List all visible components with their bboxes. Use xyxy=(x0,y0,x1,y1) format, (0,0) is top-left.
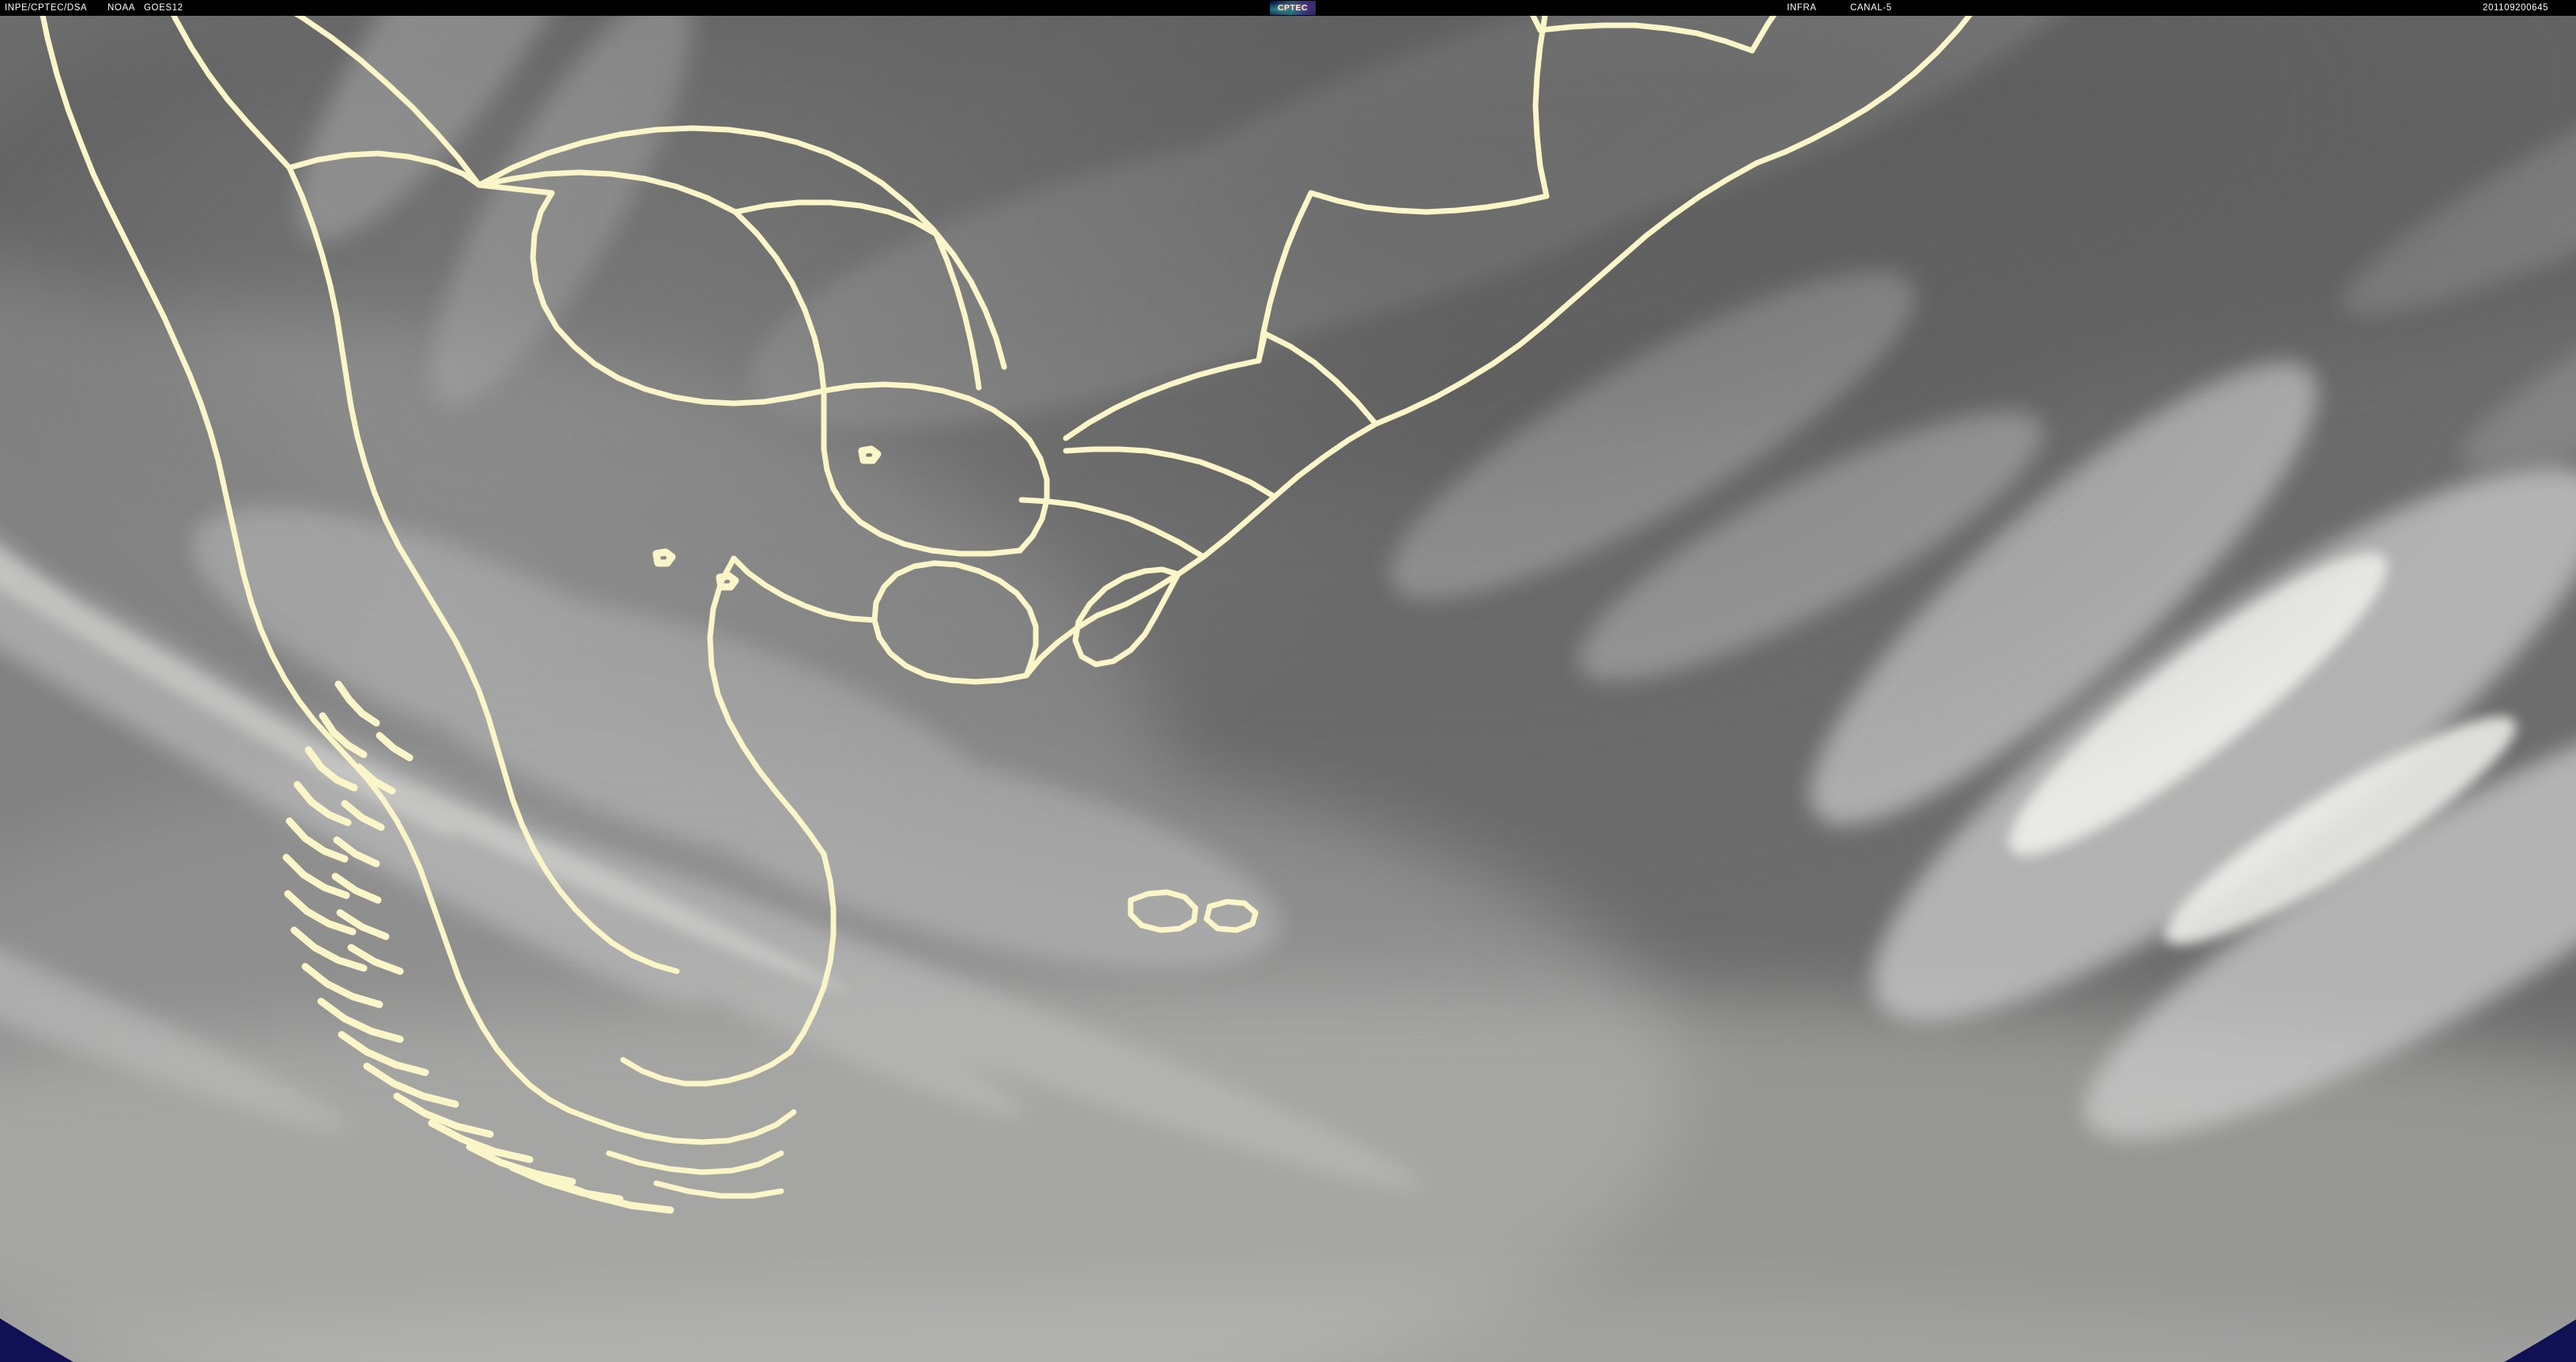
agency-label: INPE/CPTEC/DSA xyxy=(5,3,88,13)
earth-disk xyxy=(0,16,2576,1362)
timestamp-label: 201109200645 xyxy=(2483,3,2549,13)
satellite-image-canvas xyxy=(0,16,2576,1362)
satellite-label: GOES12 xyxy=(144,3,183,13)
provider-label: NOAA xyxy=(108,3,135,13)
header-bar: INPE/CPTEC/DSA NOAA GOES12 INFRA CANAL-5… xyxy=(0,0,2576,16)
limb-brightening-ring xyxy=(0,16,2576,1362)
cptec-logo-icon: CPTEC xyxy=(1270,1,1316,15)
cptec-logo-text: CPTEC xyxy=(1277,3,1309,13)
channel-type-label: INFRA xyxy=(1787,3,1817,13)
satellite-image xyxy=(0,16,2576,1362)
channel-label: CANAL-5 xyxy=(1850,3,1892,13)
